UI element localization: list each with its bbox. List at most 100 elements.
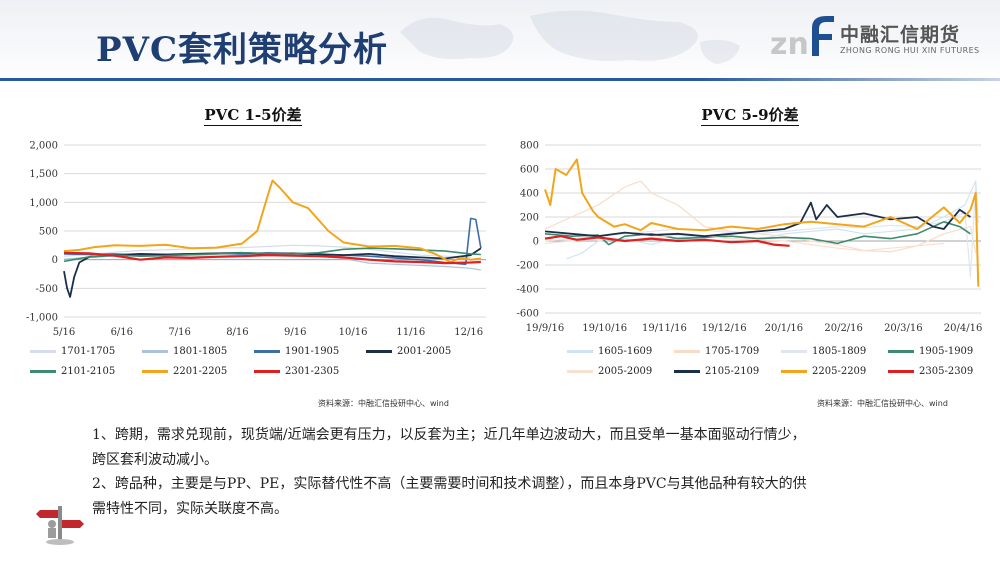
- series-line-1905-1909: [544, 221, 971, 246]
- legend-swatch: [567, 370, 593, 373]
- chart-source: 资料来源：中融汇信投研中心、wind: [318, 399, 449, 408]
- legend-swatch: [781, 350, 807, 353]
- x-tick-label: 5/16: [53, 327, 75, 338]
- x-tick-label: 7/16: [168, 327, 190, 338]
- logo-english-name: ZHONG RONG HUI XIN FUTURES: [840, 46, 980, 55]
- x-tick-label: 19/9/16: [526, 323, 565, 334]
- series-line-2305-2309: [544, 235, 790, 247]
- series-line-2301-2305: [63, 251, 481, 265]
- legend-swatch: [781, 370, 807, 373]
- legend-item: 2301-2305: [254, 366, 339, 377]
- series-line-1605-1609: [566, 180, 979, 260]
- chart-plot: 800 600 400 200 0 -200 -400 -600 19/9/16 19/10/16…: [517, 141, 983, 335]
- header-divider: [0, 78, 1000, 81]
- legend-item: 1801-1805: [142, 346, 227, 357]
- chart-legend: 1605-1609 1705-1709 1805-1809 1905-1909 2005…: [567, 346, 987, 386]
- legend-item: 1701-1705: [30, 346, 115, 357]
- legend-swatch: [674, 350, 700, 353]
- y-tick-label: -600: [517, 309, 539, 320]
- x-tick-label: 20/3/16: [884, 323, 923, 334]
- y-tick-label: 200: [520, 213, 539, 224]
- chart-pvc-1-5-spread: PVC 1-5价差 2,000 1,500 1,000 500 0 -500 -1,000 5…: [8, 100, 498, 410]
- legend-label: 1701-1705: [61, 346, 116, 357]
- y-tick-label: 2,000: [29, 141, 58, 152]
- legend-label: 2301-2305: [285, 366, 340, 377]
- legend-swatch: [888, 350, 914, 353]
- legend-label: 2001-2005: [397, 346, 452, 357]
- chart-plot: 2,000 1,500 1,000 500 0 -500 -1,000 5/16 6/16 7/1…: [26, 141, 486, 338]
- series-line-2105-2109: [544, 201, 971, 238]
- y-tick-label: 1,500: [29, 169, 58, 180]
- logo-chinese-name: 中融汇信期货: [840, 24, 961, 46]
- y-tick-label: 400: [520, 189, 539, 200]
- legend-item: 2205-2209: [781, 366, 866, 377]
- y-tick-label: 0: [533, 237, 539, 248]
- x-tick-label: 10/16: [339, 327, 368, 338]
- legend-swatch: [254, 370, 280, 373]
- legend-item: 2305-2309: [888, 366, 973, 377]
- x-tick-label: 12/16: [454, 327, 483, 338]
- slide-header: PVC套利策略分析 zn 中融汇信期货 ZHONG RONG HUI XIN F…: [0, 0, 1000, 81]
- legend-item: 2001-2005: [366, 346, 451, 357]
- y-tick-label: -1,000: [26, 313, 58, 324]
- series-line-2205-2209: [544, 158, 980, 287]
- legend-swatch: [366, 350, 392, 353]
- legend-swatch: [30, 370, 56, 373]
- x-tick-label: 11/16: [396, 327, 425, 338]
- x-tick-label: 19/11/16: [642, 323, 687, 334]
- note-line: 跨区套利波动减小。: [92, 451, 218, 468]
- analysis-notes: 1、跨期，需求兑现前，现货端/近端会更有压力，以反套为主；近几年单边波动大，而且…: [92, 423, 952, 521]
- y-tick-label: 500: [39, 227, 58, 238]
- y-tick-label: 800: [520, 141, 539, 152]
- note-line: 1、跨期，需求兑现前，现货端/近端会更有压力，以反套为主；近几年单边波动大，而且…: [92, 427, 806, 443]
- legend-swatch: [142, 370, 168, 373]
- legend-swatch: [674, 370, 700, 373]
- chart-legend: 1701-1705 1801-1805 1901-1905 2001-2005 2101…: [30, 346, 490, 386]
- x-tick-label: 19/10/16: [582, 323, 627, 334]
- y-tick-label: -500: [36, 284, 58, 295]
- chart-title: PVC 5-9价差: [701, 106, 799, 126]
- x-tick-label: 20/1/16: [765, 323, 804, 334]
- chart-title: PVC 1-5价差: [204, 106, 302, 126]
- svg-text:zn: zn: [770, 27, 809, 62]
- x-tick-label: 19/12/16: [702, 323, 747, 334]
- note-line: 需特性不同，实际关联度不高。: [92, 500, 288, 517]
- y-tick-label: 0: [52, 255, 58, 266]
- legend-label: 2305-2309: [919, 366, 974, 377]
- x-tick-label: 8/16: [226, 327, 248, 338]
- legend-label: 1805-1809: [812, 346, 867, 357]
- legend-swatch: [567, 350, 593, 353]
- legend-item: 2005-2009: [567, 366, 652, 377]
- legend-swatch: [254, 350, 280, 353]
- legend-item: 1905-1909: [888, 346, 973, 357]
- legend-label: 2105-2109: [705, 366, 760, 377]
- legend-label: 1801-1805: [173, 346, 228, 357]
- series-line-1701-1705: [63, 244, 471, 258]
- world-map-watermark: [400, 10, 740, 64]
- legend-swatch: [142, 350, 168, 353]
- legend-item: 1901-1905: [254, 346, 339, 357]
- legend-label: 1905-1909: [919, 346, 974, 357]
- legend-item: 2201-2205: [142, 366, 227, 377]
- legend-item: 2105-2109: [674, 366, 759, 377]
- legend-swatch: [30, 350, 56, 353]
- legend-label: 1901-1905: [285, 346, 340, 357]
- x-tick-label: 20/2/16: [824, 323, 863, 334]
- chart-source: 资料来源：中融汇信投研中心、wind: [817, 399, 948, 408]
- y-tick-label: -400: [517, 285, 539, 296]
- legend-item: 1705-1709: [674, 346, 759, 357]
- legend-label: 1605-1609: [598, 346, 653, 357]
- legend-label: 2101-2105: [61, 366, 116, 377]
- x-tick-label: 6/16: [111, 327, 133, 338]
- legend-label: 2205-2209: [812, 366, 867, 377]
- legend-label: 2201-2205: [173, 366, 228, 377]
- legend-item: 1605-1609: [567, 346, 652, 357]
- series-line-2201-2205: [63, 179, 482, 263]
- legend-swatch: [888, 370, 914, 373]
- chart-pvc-5-9-spread: PVC 5-9价差 800 600 400 200 0 -200 -400 -600 19/9/…: [505, 100, 995, 410]
- y-tick-label: -200: [517, 261, 539, 272]
- y-tick-label: 600: [520, 165, 539, 176]
- legend-item: 1805-1809: [781, 346, 866, 357]
- zrf-logo-icon: zn: [770, 16, 834, 62]
- x-tick-label: 9/16: [284, 327, 306, 338]
